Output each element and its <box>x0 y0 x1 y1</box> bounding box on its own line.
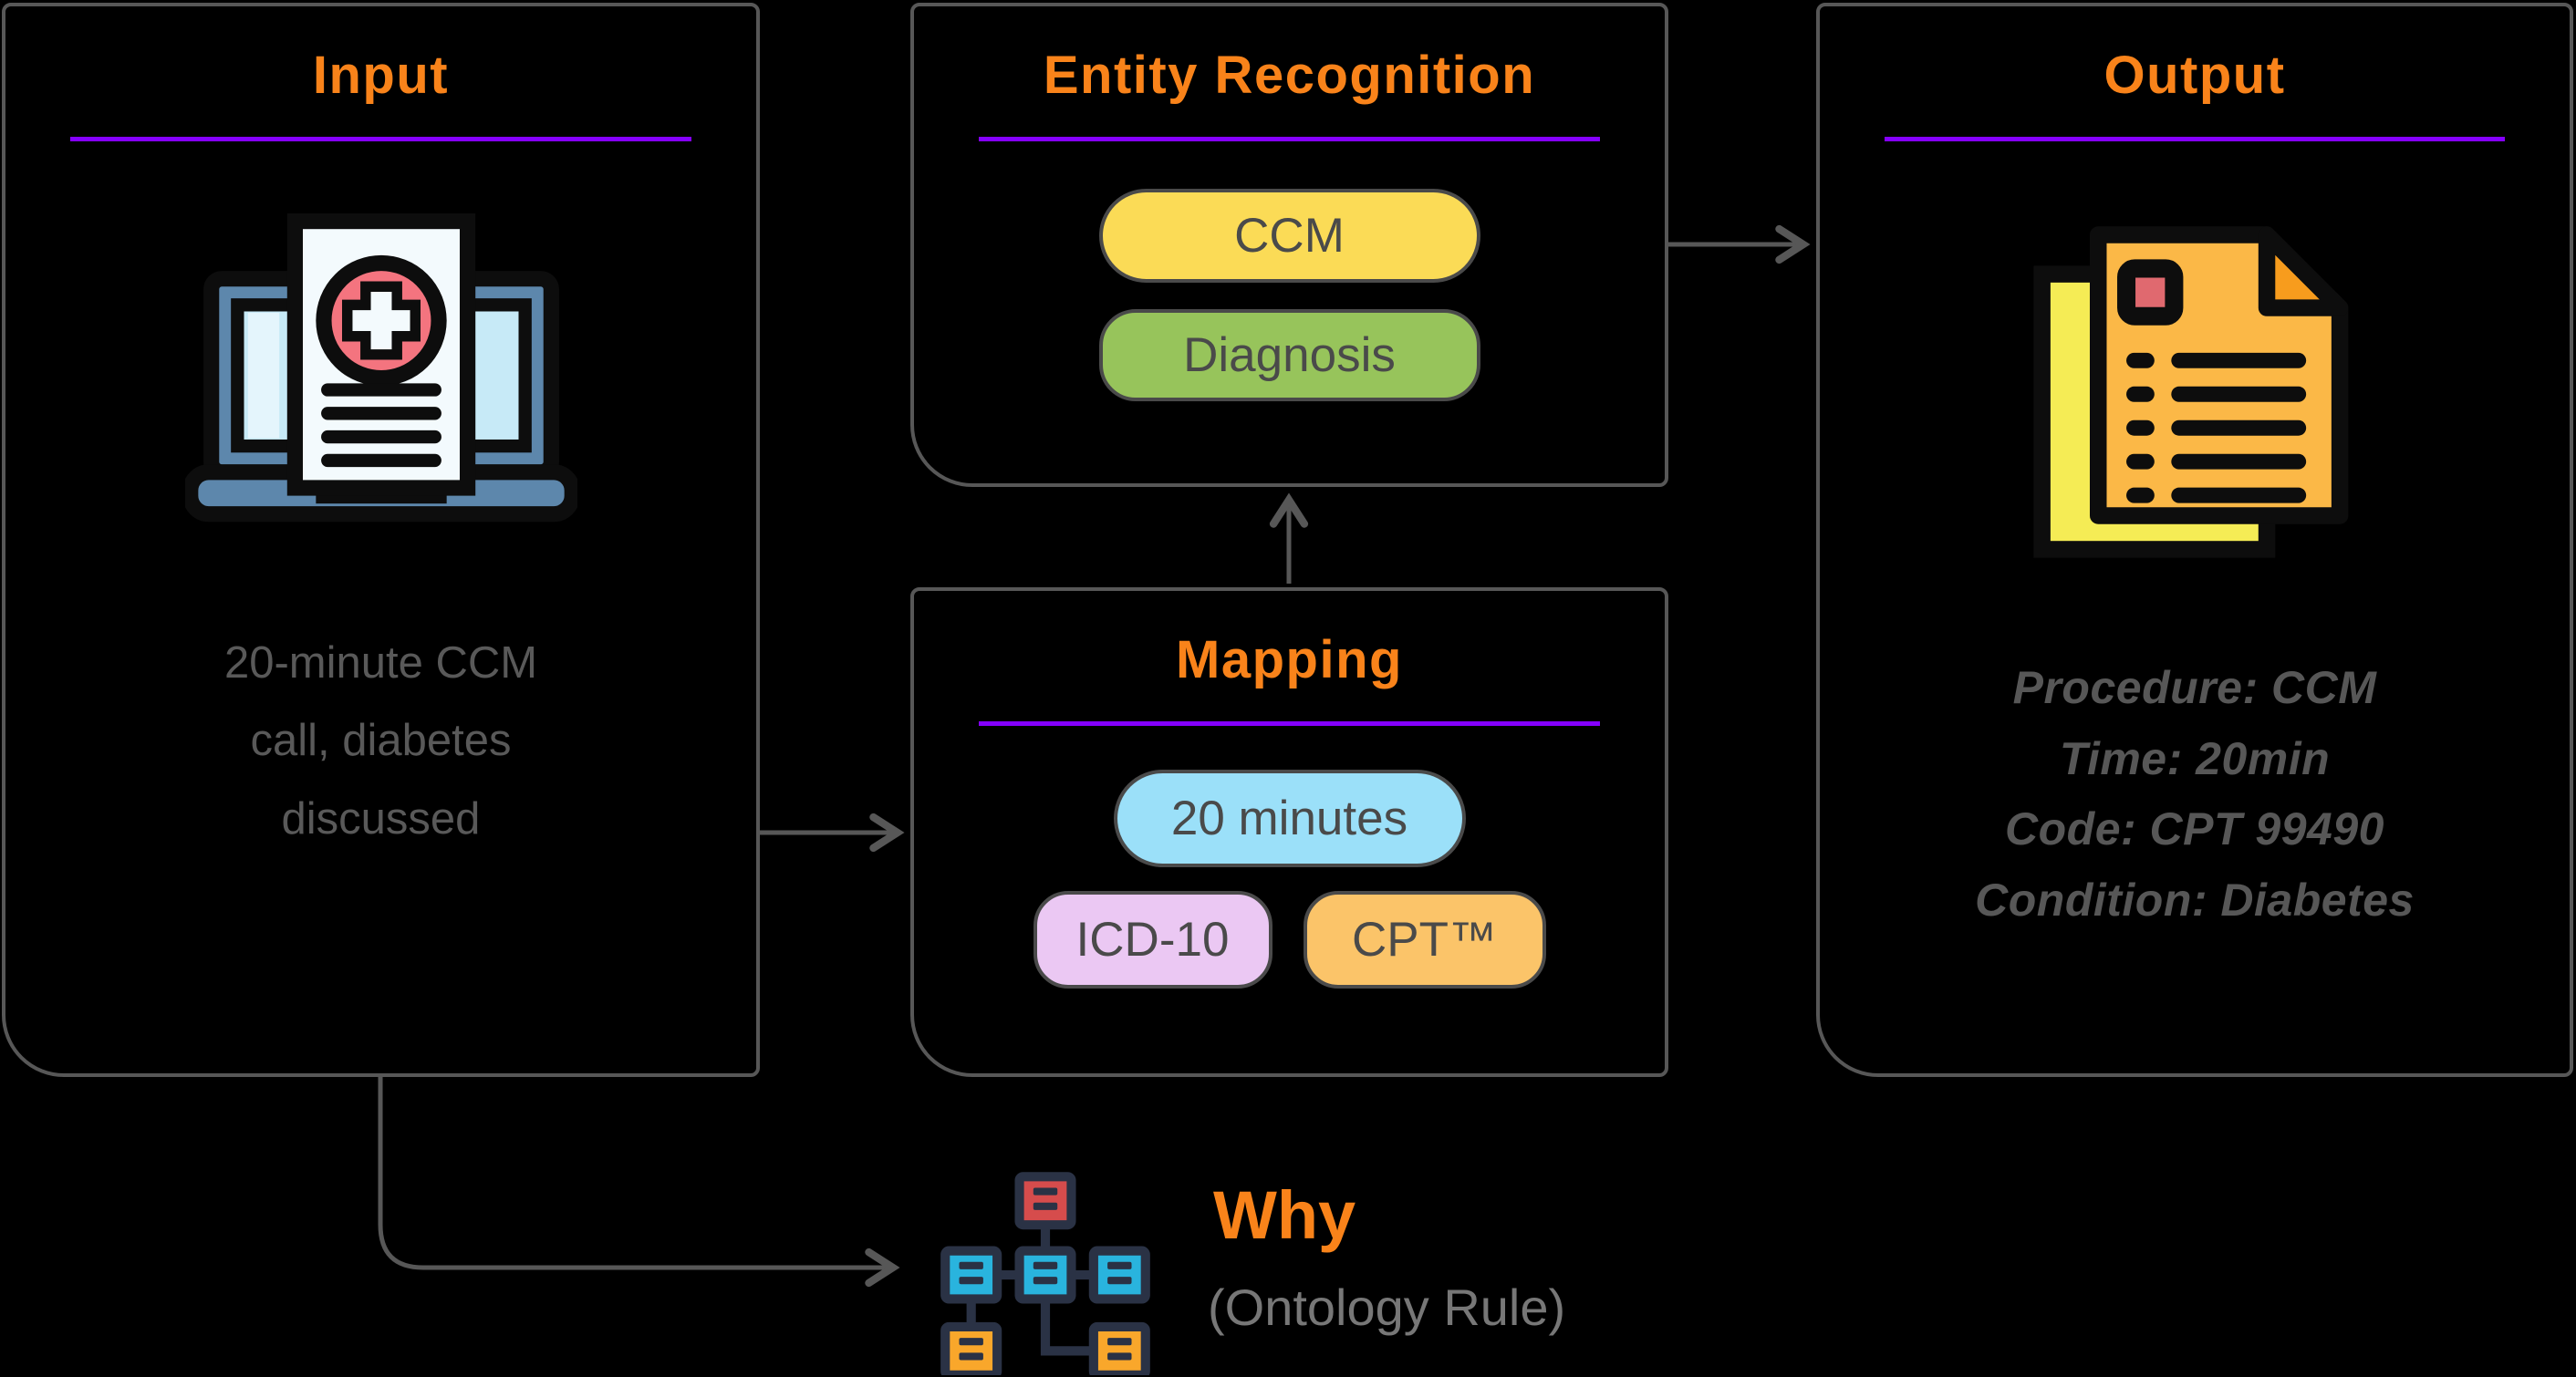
twenty-minutes-pill: 20 minutes <box>1113 770 1466 867</box>
input-card: Input 20-minute CCM call, diabetes discu <box>2 3 760 1077</box>
why-subtitle: (Ontology Rule) <box>1208 1279 1566 1336</box>
cpt-pill: CPT™ <box>1303 891 1546 989</box>
why-title: Why <box>1213 1177 1356 1253</box>
icd10-pill: ICD-10 <box>1033 891 1272 989</box>
diagnosis-pill: Diagnosis <box>1098 309 1480 401</box>
mapping-card: Mapping 20 minutes ICD-10 CPT™ <box>910 587 1668 1077</box>
ontology-tree-icon <box>932 1171 1158 1377</box>
document-stack-icon <box>2020 218 2371 569</box>
mapping-pill-row: ICD-10 CPT™ <box>1033 891 1546 989</box>
output-result-line: Procedure: CCM <box>2012 662 2377 713</box>
mapping-card-title: Mapping <box>1176 630 1403 689</box>
laptop-medical-record-icon <box>184 211 577 530</box>
output-result-line: Code: CPT 99490 <box>2005 803 2384 854</box>
entity-recognition-divider <box>979 137 1600 141</box>
input-description-line: call, diabetes <box>250 716 512 766</box>
output-card: Output Procedure: CCM Time: <box>1816 3 2573 1077</box>
entity-recognition-card: Entity Recognition CCM Diagnosis <box>910 3 1668 487</box>
entity-pill-stack: CCM Diagnosis <box>1098 189 1480 401</box>
arrow-input-to-why <box>378 1077 900 1288</box>
output-result: Procedure: CCM Time: 20min Code: CPT 994… <box>1975 653 2415 936</box>
output-card-title: Output <box>2103 46 2286 105</box>
mapping-divider <box>979 721 1600 726</box>
input-card-title: Input <box>312 46 450 105</box>
output-divider <box>1885 137 2505 141</box>
input-description-line: discussed <box>281 793 481 844</box>
entity-recognition-card-title: Entity Recognition <box>1043 46 1536 105</box>
output-result-line: Condition: Diabetes <box>1975 874 2415 926</box>
ccm-pill: CCM <box>1098 189 1480 283</box>
output-result-line: Time: 20min <box>2059 732 2331 784</box>
input-description-line: 20-minute CCM <box>223 638 538 688</box>
input-description: 20-minute CCM call, diabetes discussed <box>224 625 537 858</box>
input-divider <box>70 137 691 141</box>
